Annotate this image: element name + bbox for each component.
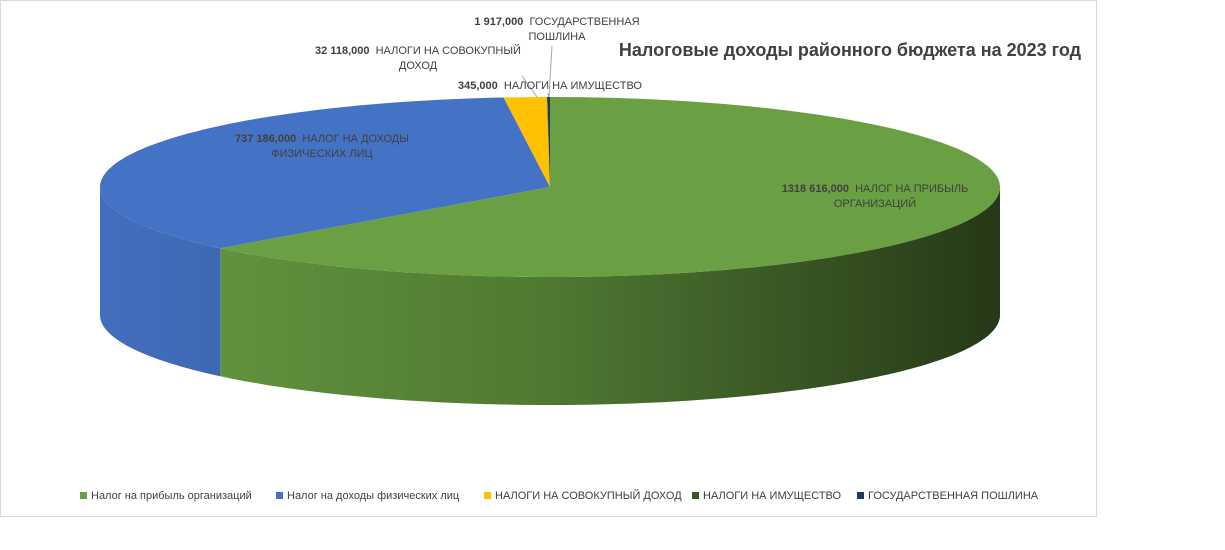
data-label-value: 32 118,000: [315, 45, 370, 57]
slice: [100, 97, 550, 249]
legend-label: НАЛОГИ НА ИМУЩЕСТВО: [703, 490, 842, 502]
legend-swatch: [692, 492, 699, 499]
data-label-name: НАЛОГ НА ПРИБЫЛЬ ОРГАНИЗАЦИЙ: [833, 183, 969, 210]
data-label-name: ГОСУДАРСТВЕННАЯ ПОШЛИНА: [528, 16, 640, 43]
data-label: 345,000 НАЛОГИ НА ИМУЩЕСТВО: [450, 79, 650, 94]
legend-swatch: [857, 492, 864, 499]
legend-label: Налог на доходы физических лиц: [287, 490, 460, 502]
slice: [547, 97, 550, 187]
legend-label: ГОСУДАРСТВЕННАЯ ПОШЛИНА: [868, 490, 1039, 502]
data-label-value: 1318 616,000: [781, 183, 849, 195]
legend-item: Налог на прибыль организаций: [80, 490, 252, 502]
side-shade: [220, 187, 1000, 405]
slice: [546, 97, 550, 187]
legend-label: Налог на прибыль организаций: [91, 490, 252, 502]
chart-frame: [0, 0, 1097, 517]
leader-line: [521, 75, 541, 102]
leader-line: [548, 45, 553, 98]
slice: [220, 97, 1000, 277]
data-label-value: 345,000: [458, 80, 498, 92]
legend-label: НАЛОГИ НА СОВОКУПНЫЙ ДОХОД: [495, 490, 682, 502]
data-label: 32 118,000 НАЛОГИ НА СОВОКУПНЫЙ ДОХОД: [302, 44, 534, 74]
legend-swatch: [80, 492, 87, 499]
legend-item: Налог на доходы физических лиц: [276, 490, 459, 502]
data-label: 737 186,000 НАЛОГ НА ДОХОДЫ ФИЗИЧЕСКИХ Л…: [222, 132, 422, 162]
data-label-value: 737 186,000: [235, 133, 297, 145]
legend-item: НАЛОГИ НА СОВОКУПНЫЙ ДОХОД: [484, 490, 682, 502]
legend-swatch: [484, 492, 491, 499]
legend-item: НАЛОГИ НА ИМУЩЕСТВО: [692, 490, 841, 502]
legend-item: ГОСУДАРСТВЕННАЯ ПОШЛИНА: [857, 490, 1038, 502]
data-label: 1318 616,000 НАЛОГ НА ПРИБЫЛЬ ОРГАНИЗАЦИ…: [770, 182, 980, 212]
side-shade: [100, 187, 221, 377]
data-label-name: НАЛОГ НА ДОХОДЫ ФИЗИЧЕСКИХ ЛИЦ: [271, 133, 409, 160]
chart-title: Налоговые доходы районного бюджета на 20…: [618, 40, 1082, 60]
data-label-value: 1 917,000: [474, 16, 524, 28]
data-label: 1 917,000 ГОСУДАРСТВЕННАЯ ПОШЛИНА: [468, 15, 646, 45]
data-label-name: НАЛОГИ НА ИМУЩЕСТВО: [503, 80, 642, 92]
slice: [503, 97, 550, 187]
data-label-name: НАЛОГИ НА СОВОКУПНЫЙ ДОХОД: [375, 45, 521, 72]
legend-swatch: [276, 492, 283, 499]
